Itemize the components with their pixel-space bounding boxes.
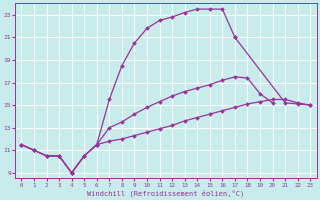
X-axis label: Windchill (Refroidissement éolien,°C): Windchill (Refroidissement éolien,°C) (87, 189, 244, 197)
